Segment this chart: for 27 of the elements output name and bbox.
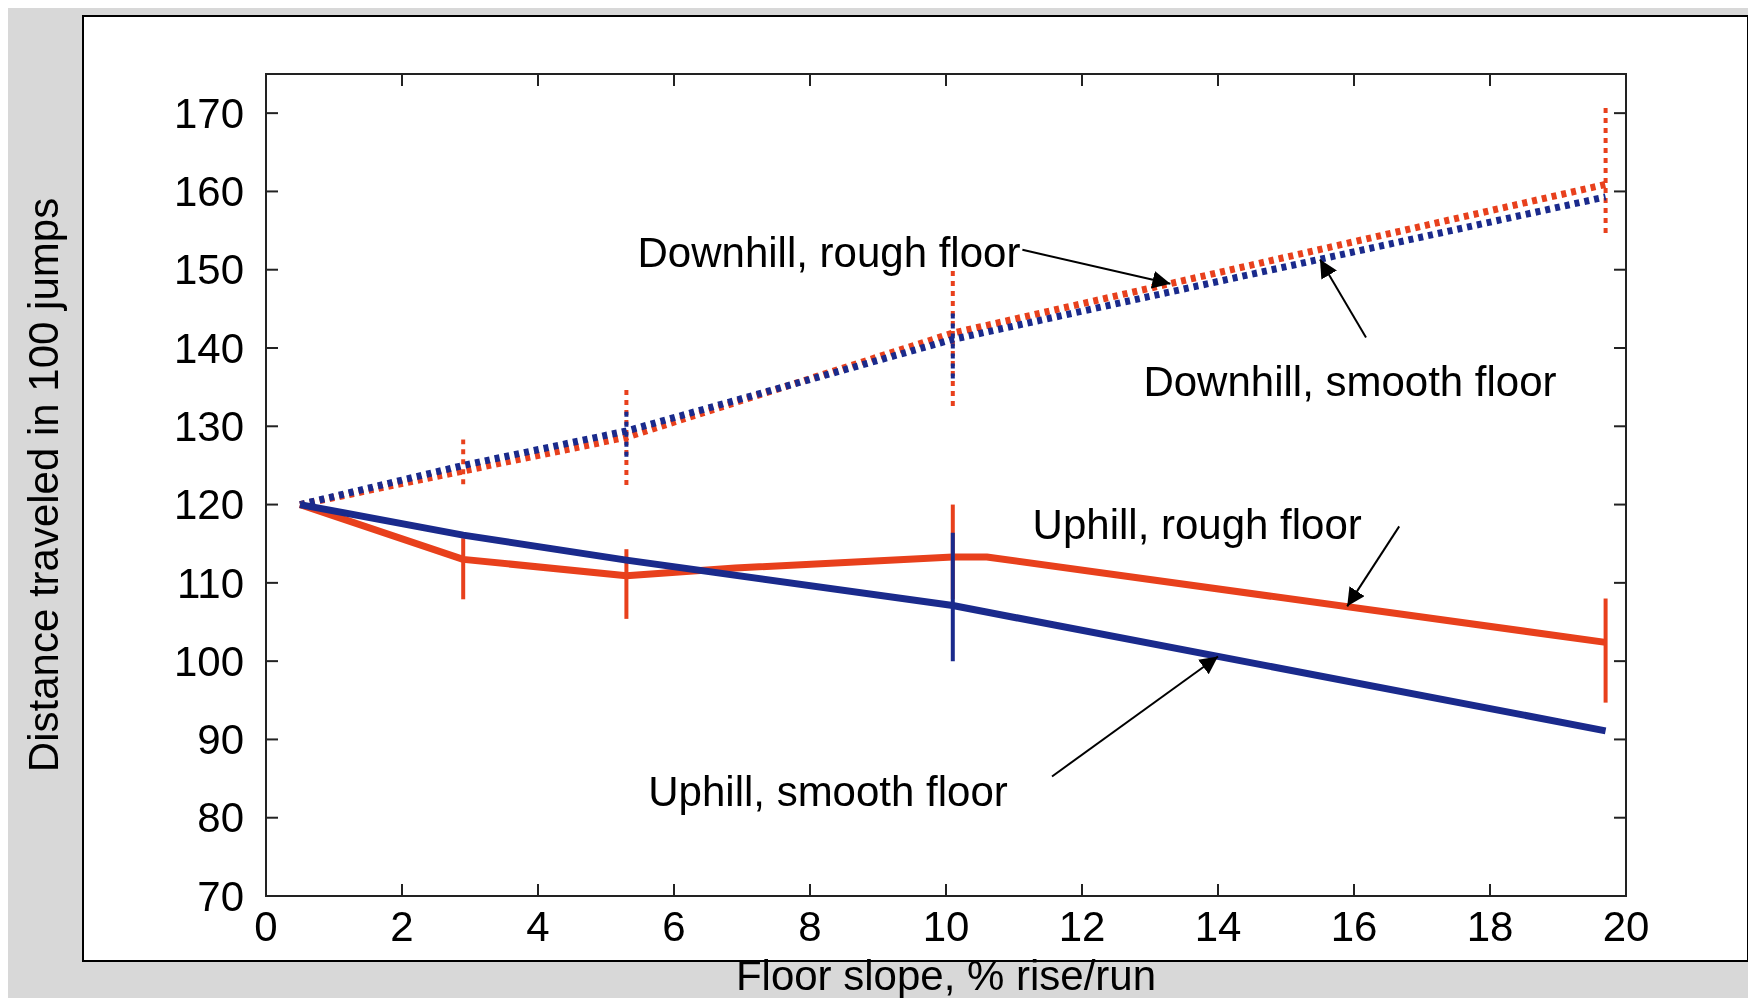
y-tick-label: 150 <box>173 246 244 294</box>
x-tick-label: 18 <box>1466 903 1514 950</box>
y-tick-label: 100 <box>173 637 244 685</box>
x-tick-label: 4 <box>526 903 550 950</box>
y-axis-title: Distance traveled in 100 jumps <box>20 197 67 773</box>
x-tick-label: 6 <box>662 903 686 950</box>
y-tick-label: 130 <box>173 402 244 450</box>
y-tick-label: 140 <box>173 324 244 372</box>
x-tick-label: 8 <box>798 903 822 950</box>
x-tick-label: 14 <box>1194 903 1242 950</box>
annotation: Uphill, smooth floor <box>648 768 1008 816</box>
x-tick-label: 12 <box>1058 903 1106 950</box>
annotation: Uphill, rough floor <box>1032 501 1362 549</box>
annotation: Downhill, smooth floor <box>1143 358 1557 406</box>
x-tick-label: 0 <box>254 903 278 950</box>
x-tick-label: 10 <box>922 903 970 950</box>
y-tick-label: 80 <box>197 794 244 842</box>
y-tick-label: 160 <box>173 168 244 216</box>
y-tick-label: 120 <box>173 481 244 529</box>
y-tick-label: 170 <box>173 89 244 137</box>
y-tick-label: 110 <box>177 559 244 607</box>
y-tick-label: 70 <box>197 872 244 920</box>
y-tick-label: 90 <box>197 716 244 764</box>
x-tick-label: 2 <box>390 903 414 950</box>
x-tick-label: 20 <box>1602 903 1650 950</box>
x-tick-label: 16 <box>1330 903 1378 950</box>
annotation: Downhill, rough floor <box>637 228 1021 276</box>
